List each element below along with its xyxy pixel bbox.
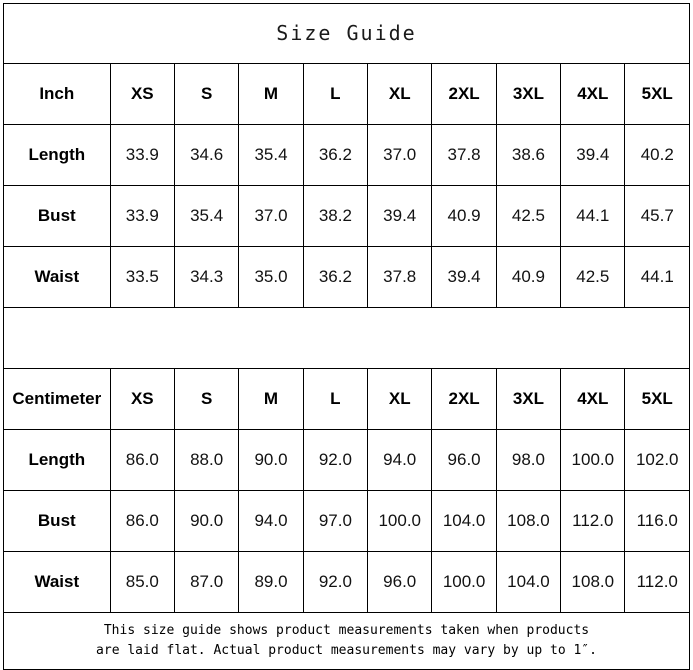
table-separator-cell bbox=[3, 307, 690, 369]
inch-waist-3xl: 40.9 bbox=[495, 246, 562, 308]
cm-length-s: 88.0 bbox=[173, 429, 240, 491]
inch-row-label-length: Length bbox=[3, 124, 111, 186]
footer-note-row: This size guide shows product measuremen… bbox=[3, 612, 690, 670]
inch-length-4xl: 39.4 bbox=[560, 124, 626, 186]
cm-length-xl: 94.0 bbox=[367, 429, 433, 491]
inch-col-xs: XS bbox=[109, 63, 175, 125]
cm-row-label-bust: Bust bbox=[3, 490, 111, 552]
cm-waist-3xl: 104.0 bbox=[495, 551, 562, 613]
cm-length-4xl: 100.0 bbox=[560, 429, 626, 491]
cm-col-l: L bbox=[302, 368, 369, 430]
inch-col-m: M bbox=[238, 63, 304, 125]
inch-waist-m: 35.0 bbox=[238, 246, 304, 308]
cm-header-row: Centimeter XS S M L XL 2XL 3XL 4XL 5XL bbox=[3, 368, 690, 430]
inch-col-l: L bbox=[302, 63, 369, 125]
inch-length-3xl: 38.6 bbox=[495, 124, 562, 186]
inch-waist-4xl: 42.5 bbox=[560, 246, 626, 308]
cm-col-m: M bbox=[238, 368, 304, 430]
table-separator-row bbox=[3, 307, 690, 369]
cm-length-m: 90.0 bbox=[238, 429, 304, 491]
inch-row-label-bust: Bust bbox=[3, 185, 111, 247]
inch-bust-xl: 39.4 bbox=[367, 185, 433, 247]
inch-bust-5xl: 45.7 bbox=[624, 185, 690, 247]
inch-bust-m: 37.0 bbox=[238, 185, 304, 247]
cm-unit-label: Centimeter bbox=[3, 368, 111, 430]
cm-bust-5xl: 116.0 bbox=[624, 490, 690, 552]
inch-waist-5xl: 44.1 bbox=[624, 246, 690, 308]
table-row: Bust 86.0 90.0 94.0 97.0 100.0 104.0 108… bbox=[3, 490, 690, 552]
inch-col-3xl: 3XL bbox=[495, 63, 562, 125]
cm-col-2xl: 2XL bbox=[431, 368, 497, 430]
page-title: Size Guide bbox=[276, 20, 417, 45]
inch-waist-2xl: 39.4 bbox=[431, 246, 497, 308]
cm-col-5xl: 5XL bbox=[624, 368, 690, 430]
cm-length-2xl: 96.0 bbox=[431, 429, 497, 491]
cm-length-3xl: 98.0 bbox=[495, 429, 562, 491]
inch-col-xl: XL bbox=[367, 63, 433, 125]
cm-bust-xs: 86.0 bbox=[109, 490, 175, 552]
inch-bust-3xl: 42.5 bbox=[495, 185, 562, 247]
inch-bust-2xl: 40.9 bbox=[431, 185, 497, 247]
inch-length-m: 35.4 bbox=[238, 124, 304, 186]
cm-col-xl: XL bbox=[367, 368, 433, 430]
table-row: Length 33.9 34.6 35.4 36.2 37.0 37.8 38.… bbox=[3, 124, 690, 186]
inch-waist-s: 34.3 bbox=[173, 246, 240, 308]
cm-waist-2xl: 100.0 bbox=[431, 551, 497, 613]
cm-length-xs: 86.0 bbox=[109, 429, 175, 491]
inch-bust-s: 35.4 bbox=[173, 185, 240, 247]
cm-waist-m: 89.0 bbox=[238, 551, 304, 613]
inch-bust-xs: 33.9 bbox=[109, 185, 175, 247]
inch-waist-xs: 33.5 bbox=[109, 246, 175, 308]
cm-length-5xl: 102.0 bbox=[624, 429, 690, 491]
cm-length-l: 92.0 bbox=[302, 429, 369, 491]
cm-bust-3xl: 108.0 bbox=[495, 490, 562, 552]
title-cell: Size Guide bbox=[3, 3, 690, 64]
cm-waist-s: 87.0 bbox=[173, 551, 240, 613]
inch-unit-label: Inch bbox=[3, 63, 111, 125]
inch-length-l: 36.2 bbox=[302, 124, 369, 186]
footer-note-text: This size guide shows product measuremen… bbox=[96, 622, 597, 658]
size-guide-table: Size Guide Inch XS S M L XL 2XL 3XL 4XL … bbox=[3, 3, 690, 670]
inch-header-row: Inch XS S M L XL 2XL 3XL 4XL 5XL bbox=[3, 63, 690, 125]
cm-bust-s: 90.0 bbox=[173, 490, 240, 552]
inch-bust-l: 38.2 bbox=[302, 185, 369, 247]
table-row: Waist 85.0 87.0 89.0 92.0 96.0 100.0 104… bbox=[3, 551, 690, 613]
table-row: Length 86.0 88.0 90.0 92.0 94.0 96.0 98.… bbox=[3, 429, 690, 491]
inch-length-2xl: 37.8 bbox=[431, 124, 497, 186]
cm-row-label-length: Length bbox=[3, 429, 111, 491]
cm-bust-m: 94.0 bbox=[238, 490, 304, 552]
title-row: Size Guide bbox=[3, 3, 690, 64]
inch-length-xl: 37.0 bbox=[367, 124, 433, 186]
cm-bust-l: 97.0 bbox=[302, 490, 369, 552]
cm-waist-l: 92.0 bbox=[302, 551, 369, 613]
cm-waist-xl: 96.0 bbox=[367, 551, 433, 613]
footer-note-cell: This size guide shows product measuremen… bbox=[3, 612, 690, 670]
cm-waist-xs: 85.0 bbox=[109, 551, 175, 613]
cm-bust-4xl: 112.0 bbox=[560, 490, 626, 552]
inch-col-2xl: 2XL bbox=[431, 63, 497, 125]
inch-row-label-waist: Waist bbox=[3, 246, 111, 308]
inch-col-4xl: 4XL bbox=[560, 63, 626, 125]
cm-col-s: S bbox=[173, 368, 240, 430]
table-row: Waist 33.5 34.3 35.0 36.2 37.8 39.4 40.9… bbox=[3, 246, 690, 308]
cm-waist-4xl: 108.0 bbox=[560, 551, 626, 613]
cm-waist-5xl: 112.0 bbox=[624, 551, 690, 613]
cm-bust-2xl: 104.0 bbox=[431, 490, 497, 552]
cm-col-xs: XS bbox=[109, 368, 175, 430]
inch-length-s: 34.6 bbox=[173, 124, 240, 186]
inch-col-5xl: 5XL bbox=[624, 63, 690, 125]
inch-col-s: S bbox=[173, 63, 240, 125]
inch-waist-l: 36.2 bbox=[302, 246, 369, 308]
inch-waist-xl: 37.8 bbox=[367, 246, 433, 308]
cm-row-label-waist: Waist bbox=[3, 551, 111, 613]
cm-col-3xl: 3XL bbox=[495, 368, 562, 430]
inch-length-xs: 33.9 bbox=[109, 124, 175, 186]
table-row: Bust 33.9 35.4 37.0 38.2 39.4 40.9 42.5 … bbox=[3, 185, 690, 247]
inch-bust-4xl: 44.1 bbox=[560, 185, 626, 247]
cm-bust-xl: 100.0 bbox=[367, 490, 433, 552]
cm-col-4xl: 4XL bbox=[560, 368, 626, 430]
inch-length-5xl: 40.2 bbox=[624, 124, 690, 186]
